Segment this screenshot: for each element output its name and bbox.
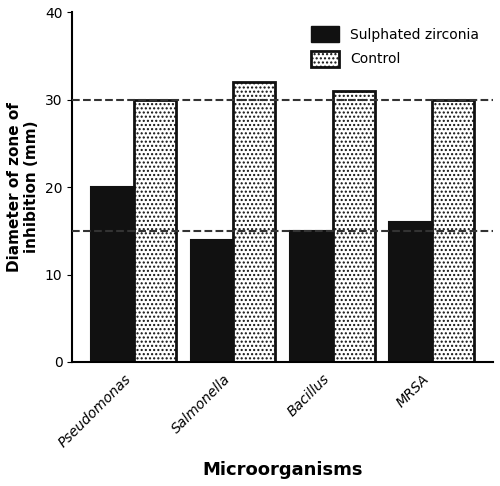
Bar xyxy=(290,231,332,362)
Bar xyxy=(234,82,275,362)
Bar xyxy=(92,187,133,362)
Bar xyxy=(134,100,176,362)
Bar xyxy=(390,222,431,362)
Y-axis label: Diameter of zone of
inhibition (mm): Diameter of zone of inhibition (mm) xyxy=(7,102,40,272)
Bar xyxy=(333,91,374,362)
Bar xyxy=(190,240,232,362)
Legend: Sulphated zirconia, Control: Sulphated zirconia, Control xyxy=(304,19,486,74)
Bar xyxy=(432,100,474,362)
X-axis label: Microorganisms: Microorganisms xyxy=(202,461,363,479)
